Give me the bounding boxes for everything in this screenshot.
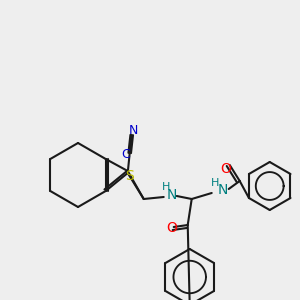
Text: H: H [161, 182, 170, 192]
Text: O: O [166, 221, 177, 235]
Text: S: S [125, 169, 134, 183]
Text: H: H [211, 178, 219, 188]
Text: N: N [129, 124, 138, 136]
Text: C: C [121, 148, 130, 160]
Text: N: N [218, 183, 228, 197]
Text: N: N [167, 188, 177, 202]
Text: O: O [220, 162, 231, 176]
